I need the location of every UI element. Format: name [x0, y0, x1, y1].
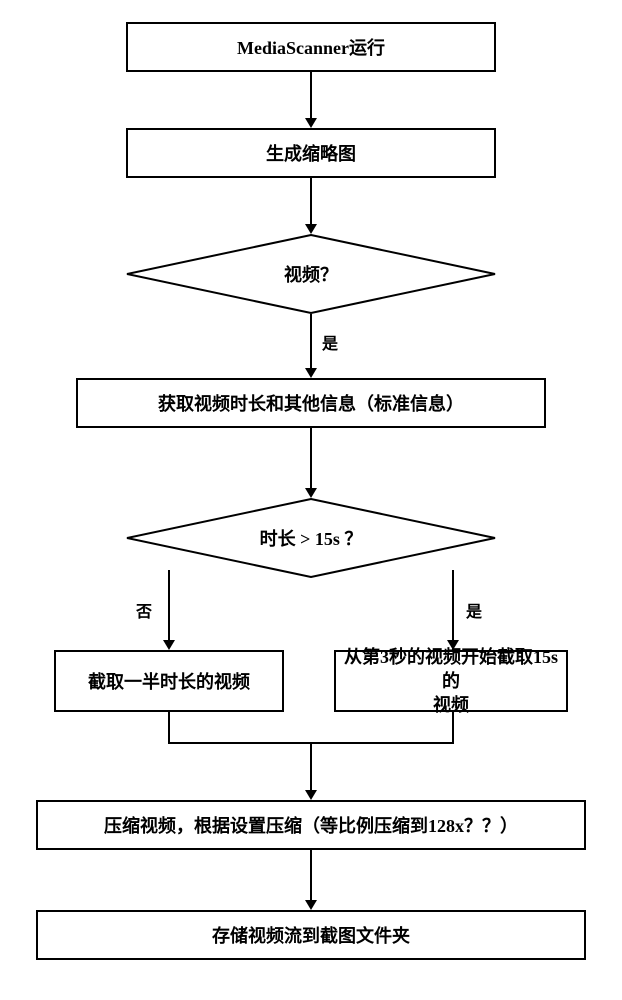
edge-label-yes: 是: [320, 330, 340, 354]
step-clip-15s-from-3s: 从第3秒的视频开始截取15s的 视频: [334, 650, 568, 712]
step-label: MediaScanner运行: [237, 34, 385, 60]
step-label: 生成缩略图: [266, 140, 356, 166]
step-label: 压缩视频，根据设置压缩（等比例压缩到128x？？）: [104, 812, 518, 838]
edge: [168, 712, 170, 742]
edge: [310, 178, 312, 224]
step-label: 从第3秒的视频开始截取15s的 视频: [344, 645, 558, 718]
step-label: 截取一半时长的视频: [88, 668, 250, 694]
step-label: 获取视频时长和其他信息（标准信息）: [158, 390, 464, 416]
edge-label-no: 否: [134, 598, 154, 622]
arrowhead-icon: [163, 640, 175, 650]
edge: [310, 850, 312, 900]
edge: [452, 570, 454, 640]
arrowhead-icon: [305, 118, 317, 128]
edge: [310, 742, 312, 790]
decision-is-video: 视频？: [126, 234, 496, 314]
edge: [310, 428, 312, 488]
step-generate-thumbnail: 生成缩略图: [126, 128, 496, 178]
arrowhead-icon: [305, 224, 317, 234]
arrowhead-icon: [305, 790, 317, 800]
arrowhead-icon: [305, 488, 317, 498]
step-mediascanner-run: MediaScanner运行: [126, 22, 496, 72]
edge: [168, 570, 170, 640]
arrowhead-icon: [305, 900, 317, 910]
arrowhead-icon: [305, 368, 317, 378]
step-clip-half-duration: 截取一半时长的视频: [54, 650, 284, 712]
decision-label: 视频？: [284, 261, 338, 287]
decision-label: 时长 > 15s ？: [260, 525, 363, 551]
step-get-video-info: 获取视频时长和其他信息（标准信息）: [76, 378, 546, 428]
decision-duration-gt-15s: 时长 > 15s ？: [126, 498, 496, 578]
edge: [310, 72, 312, 118]
step-compress-video: 压缩视频，根据设置压缩（等比例压缩到128x？？）: [36, 800, 586, 850]
edge: [452, 712, 454, 742]
edge: [310, 314, 312, 368]
step-label: 存储视频流到截图文件夹: [212, 922, 410, 948]
edge-label-yes: 是: [464, 598, 484, 622]
flowchart-canvas: MediaScanner运行 生成缩略图 视频？ 是 获取视频时长和其他信息（标…: [0, 0, 622, 1000]
step-store-video-stream: 存储视频流到截图文件夹: [36, 910, 586, 960]
